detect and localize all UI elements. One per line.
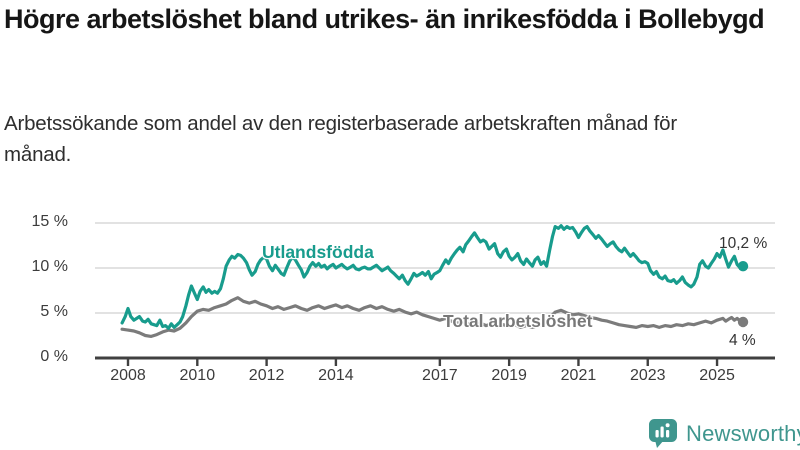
brand-footer: Newsworthy	[648, 418, 800, 449]
y-axis-tick-label: 10 %	[31, 258, 68, 275]
page-subtitle: Arbetssökande som andel av den registerb…	[4, 112, 677, 166]
series-label-utlandsfodda: Utlandsfödda	[262, 242, 374, 262]
newsworthy-logo-icon	[649, 419, 677, 448]
x-axis-tick-label: 2010	[179, 367, 216, 384]
series-line	[120, 224, 745, 330]
x-axis-tick-label: 2014	[318, 367, 354, 384]
x-axis-tick-label: 2025	[699, 367, 735, 384]
y-axis-tick-label: 15 %	[31, 213, 68, 230]
end-value-label-utlandsfodda: 10,2 %	[719, 235, 768, 252]
page-title: Högre arbetslöshet bland utrikes- än inr…	[4, 4, 765, 34]
x-axis-tick-label: 2017	[422, 367, 458, 384]
series-line	[120, 296, 745, 338]
x-axis-tick-label: 2008	[110, 367, 146, 384]
x-axis-tick-label: 2019	[491, 367, 527, 384]
series-label-total-arbetsloshet: Total arbetslöshet	[443, 311, 593, 331]
series-end-dot	[737, 261, 749, 272]
x-axis-tick-label: 2012	[248, 367, 285, 384]
x-axis-tick-label: 2021	[560, 367, 597, 384]
end-value-label-total: 4 %	[729, 332, 756, 349]
brand-name: Newsworthy	[686, 420, 800, 446]
y-axis-tick-label: 0 %	[40, 348, 68, 365]
x-axis-tick-label: 2023	[629, 367, 666, 384]
y-axis-tick-label: 5 %	[40, 303, 68, 320]
series-end-dot	[737, 316, 749, 328]
